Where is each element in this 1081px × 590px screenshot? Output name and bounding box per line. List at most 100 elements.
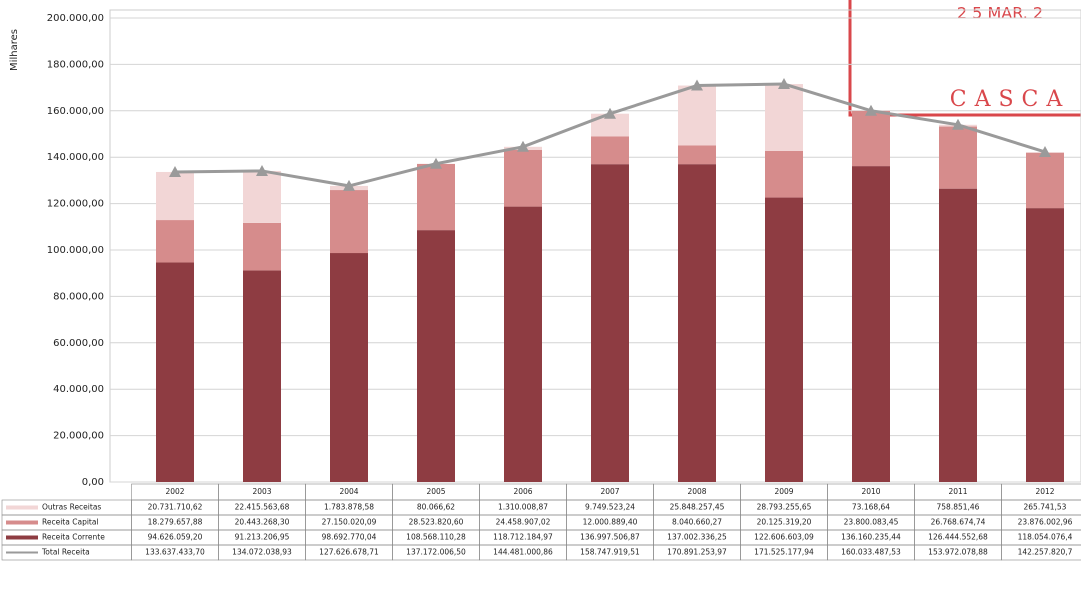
table-value: 8.040.660,27 xyxy=(672,518,722,527)
y-tick-label: 160.000,00 xyxy=(47,106,104,117)
table-value: 20.125.319,20 xyxy=(757,518,812,527)
line-marker xyxy=(430,157,442,169)
bar-segment xyxy=(417,163,455,231)
stamp-place: CASCA xyxy=(950,87,1071,112)
legend-label: Total Receita xyxy=(41,548,90,557)
bar-segment xyxy=(591,113,629,137)
bar-segment xyxy=(765,84,803,151)
bar-segment xyxy=(852,166,890,482)
y-tick-label: 40.000,00 xyxy=(53,384,104,395)
bar-segment xyxy=(765,197,803,482)
bar-segment xyxy=(591,164,629,483)
y-tick-label: 120.000,00 xyxy=(47,199,104,210)
table-value: 758.851,46 xyxy=(937,503,980,512)
bar-segment xyxy=(678,85,716,146)
table-value: 23.800.083,45 xyxy=(844,518,899,527)
x-tick-label: 2003 xyxy=(252,487,271,496)
x-tick-label: 2006 xyxy=(513,487,532,496)
x-tick-label: 2012 xyxy=(1035,487,1054,496)
bar-segment xyxy=(1026,208,1064,482)
table-value: 20.443.268,30 xyxy=(235,518,290,527)
line-marker xyxy=(778,78,790,90)
bar-segment xyxy=(243,270,281,482)
line-marker xyxy=(604,107,616,119)
legend-swatch xyxy=(6,535,38,540)
bar-segment xyxy=(939,126,977,189)
table-value: 22.415.563,68 xyxy=(235,503,290,512)
bar-segment xyxy=(939,188,977,483)
table-value: 1.783.878,58 xyxy=(324,503,374,512)
table-value: 133.637.433,70 xyxy=(145,548,205,557)
bar-segment xyxy=(243,170,281,223)
table-value: 24.458.907,02 xyxy=(496,518,551,527)
line-marker xyxy=(517,140,529,152)
table-value: 153.972.078,88 xyxy=(928,548,988,557)
table-value: 158.747.919,51 xyxy=(580,548,640,557)
line-marker xyxy=(865,104,877,116)
table-value: 137.002.336,25 xyxy=(667,533,727,542)
x-tick-label: 2010 xyxy=(861,487,880,496)
y-tick-label: 0,00 xyxy=(82,477,104,488)
bar-segment xyxy=(156,171,194,221)
table-cell xyxy=(1001,544,1081,561)
legend-swatch xyxy=(6,520,38,525)
table-value: 265.741,53 xyxy=(1024,503,1067,512)
table-value: 160.033.487,53 xyxy=(841,548,901,557)
table-value: 28.523.820,60 xyxy=(409,518,464,527)
plot: 0,00 20.000,00 40.000,00 60.000,00 80.000,00… xyxy=(47,9,1081,488)
y-tick-label: 140.000,00 xyxy=(47,152,104,163)
x-tick-label: 2008 xyxy=(687,487,706,496)
table-value: 94.626.059,20 xyxy=(148,533,203,542)
table-value: 25.848.257,45 xyxy=(670,503,725,512)
x-tick-label: 2005 xyxy=(426,487,445,496)
table-value: 136.160.235,44 xyxy=(841,533,901,542)
legend-label: Outras Receitas xyxy=(42,503,101,512)
legend-label: Receita Corrente xyxy=(42,533,105,542)
table-value: 28.793.255,65 xyxy=(757,503,812,512)
table-value: 127.626.678,71 xyxy=(319,548,379,557)
table-value: 144.481.000,86 xyxy=(493,548,553,557)
bar-segment xyxy=(504,206,542,482)
table-value: 12.000.889,40 xyxy=(583,518,638,527)
bar-segment xyxy=(504,149,542,207)
line-marker xyxy=(169,165,181,177)
bar-segment xyxy=(417,230,455,482)
x-tick-label: 2011 xyxy=(948,487,967,496)
stamp: 2 5 MAR. 2 CASCA xyxy=(848,0,1081,117)
table-value: 9.749.523,24 xyxy=(585,503,635,512)
bar-segment xyxy=(243,222,281,271)
line-marker xyxy=(256,164,268,176)
table-value: 27.150.020,09 xyxy=(322,518,377,527)
bar-segment xyxy=(678,145,716,165)
x-tick-label: 2002 xyxy=(165,487,184,496)
table-value: 118.054.076,4 xyxy=(1018,533,1073,542)
bar-segment xyxy=(330,253,368,482)
x-tick-label: 2007 xyxy=(600,487,619,496)
y-tick-label: 200.000,00 xyxy=(47,13,104,24)
table-value: 134.072.038,93 xyxy=(232,548,292,557)
y-tick-label: 80.000,00 xyxy=(53,291,104,302)
table-value: 1.310.008,87 xyxy=(498,503,548,512)
bar-segment xyxy=(591,136,629,165)
table-value: 136.997.506,87 xyxy=(580,533,640,542)
bar-segment xyxy=(678,164,716,482)
y-tick-label: 100.000,00 xyxy=(47,245,104,256)
table-value: 98.692.770,04 xyxy=(322,533,377,542)
line-marker xyxy=(1039,145,1051,157)
table-value: 170.891.253,97 xyxy=(667,548,727,557)
bar-segment xyxy=(330,190,368,254)
table-value: 171.525.177,94 xyxy=(754,548,814,557)
table-value: 91.213.206,95 xyxy=(235,533,290,542)
x-tick-label: 2004 xyxy=(339,487,358,496)
table-value: 73.168,64 xyxy=(852,503,890,512)
bar-segment xyxy=(765,150,803,198)
line-marker xyxy=(691,79,703,91)
table-value: 126.444.552,68 xyxy=(928,533,988,542)
line-marker xyxy=(952,118,964,130)
data-table: 2002 2003 2004 2005 2006 2007 2008 2009 2010 2011… xyxy=(1,483,1081,561)
table-value: 23.876.002,96 xyxy=(1018,518,1073,527)
stamp-border xyxy=(848,0,1081,117)
legend-label: Receita Capital xyxy=(42,518,99,527)
table-value: 142.257.820,7 xyxy=(1018,548,1073,557)
